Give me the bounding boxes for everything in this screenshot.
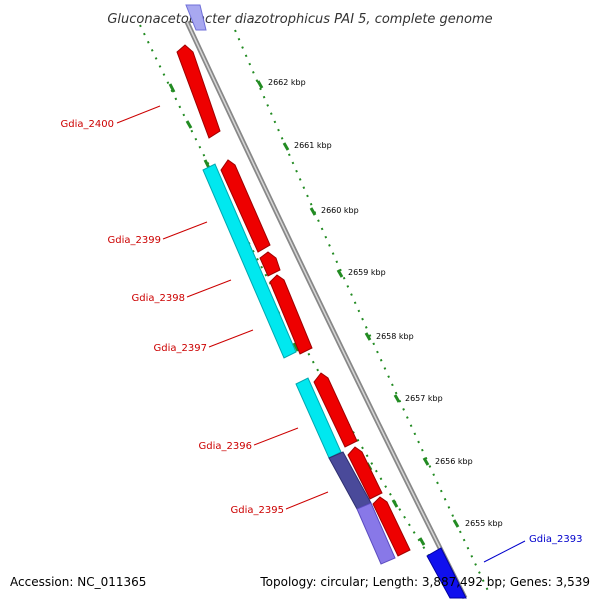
tick-label: 2659 kbp (348, 268, 386, 277)
gene-label-gdia-2400[interactable]: Gdia_2400 (61, 119, 114, 130)
tick-label: 2658 kbp (376, 332, 414, 341)
label-leader-lines (116, 105, 526, 563)
tick-label: 2660 kbp (321, 206, 359, 215)
feature-cyan-1 (202, 163, 297, 359)
gene-label-gdia-2393[interactable]: Gdia_2393 (529, 534, 582, 545)
inner-dotted-ring (139, 24, 456, 596)
gene-label-gdia-2399[interactable]: Gdia_2399 (108, 235, 161, 246)
gene-arrow-gdia-2397 (269, 274, 313, 355)
tick-labels: 2662 kbp 2661 kbp 2660 kbp 2659 kbp 2658… (268, 78, 503, 528)
gene-arrow-gdia-2395-b (372, 496, 411, 557)
tick-label: 2656 kbp (435, 457, 473, 466)
gene-label-gdia-2395[interactable]: Gdia_2395 (231, 505, 284, 516)
gene-label-gdia-2396[interactable]: Gdia_2396 (199, 441, 252, 452)
map-title: Gluconacetobacter diazotrophicus PAI 5, … (107, 12, 492, 27)
tick-label: 2655 kbp (465, 519, 503, 528)
tick-label: 2662 kbp (268, 78, 306, 87)
gene-label-gdia-2397[interactable]: Gdia_2397 (154, 343, 207, 354)
gene-arrow-gdia-2400 (176, 44, 221, 139)
tick-label: 2657 kbp (405, 394, 443, 403)
genome-summary-text: Topology: circular; Length: 3,887,492 bp… (259, 575, 590, 589)
gene-arrow-gdia-2398 (259, 251, 281, 277)
accession-text: Accession: NC_011365 (10, 575, 146, 589)
gene-arrow-gdia-2393 (426, 547, 467, 599)
gene-arrow-gdia-2399 (220, 159, 271, 253)
genome-backbone (184, 20, 468, 600)
tick-label: 2661 kbp (294, 141, 332, 150)
gene-arrow-gdia-2396 (313, 372, 358, 448)
gene-label-gdia-2398[interactable]: Gdia_2398 (132, 293, 185, 304)
feature-purple-light (356, 502, 396, 565)
genome-backbone-highlight (186, 21, 466, 599)
outer-ring-ticks (256, 80, 460, 528)
gene-arrow-top-blue (185, 4, 207, 31)
feature-cyan-2 (295, 377, 342, 459)
gene-arrow-gdia-2395-a (347, 446, 383, 500)
